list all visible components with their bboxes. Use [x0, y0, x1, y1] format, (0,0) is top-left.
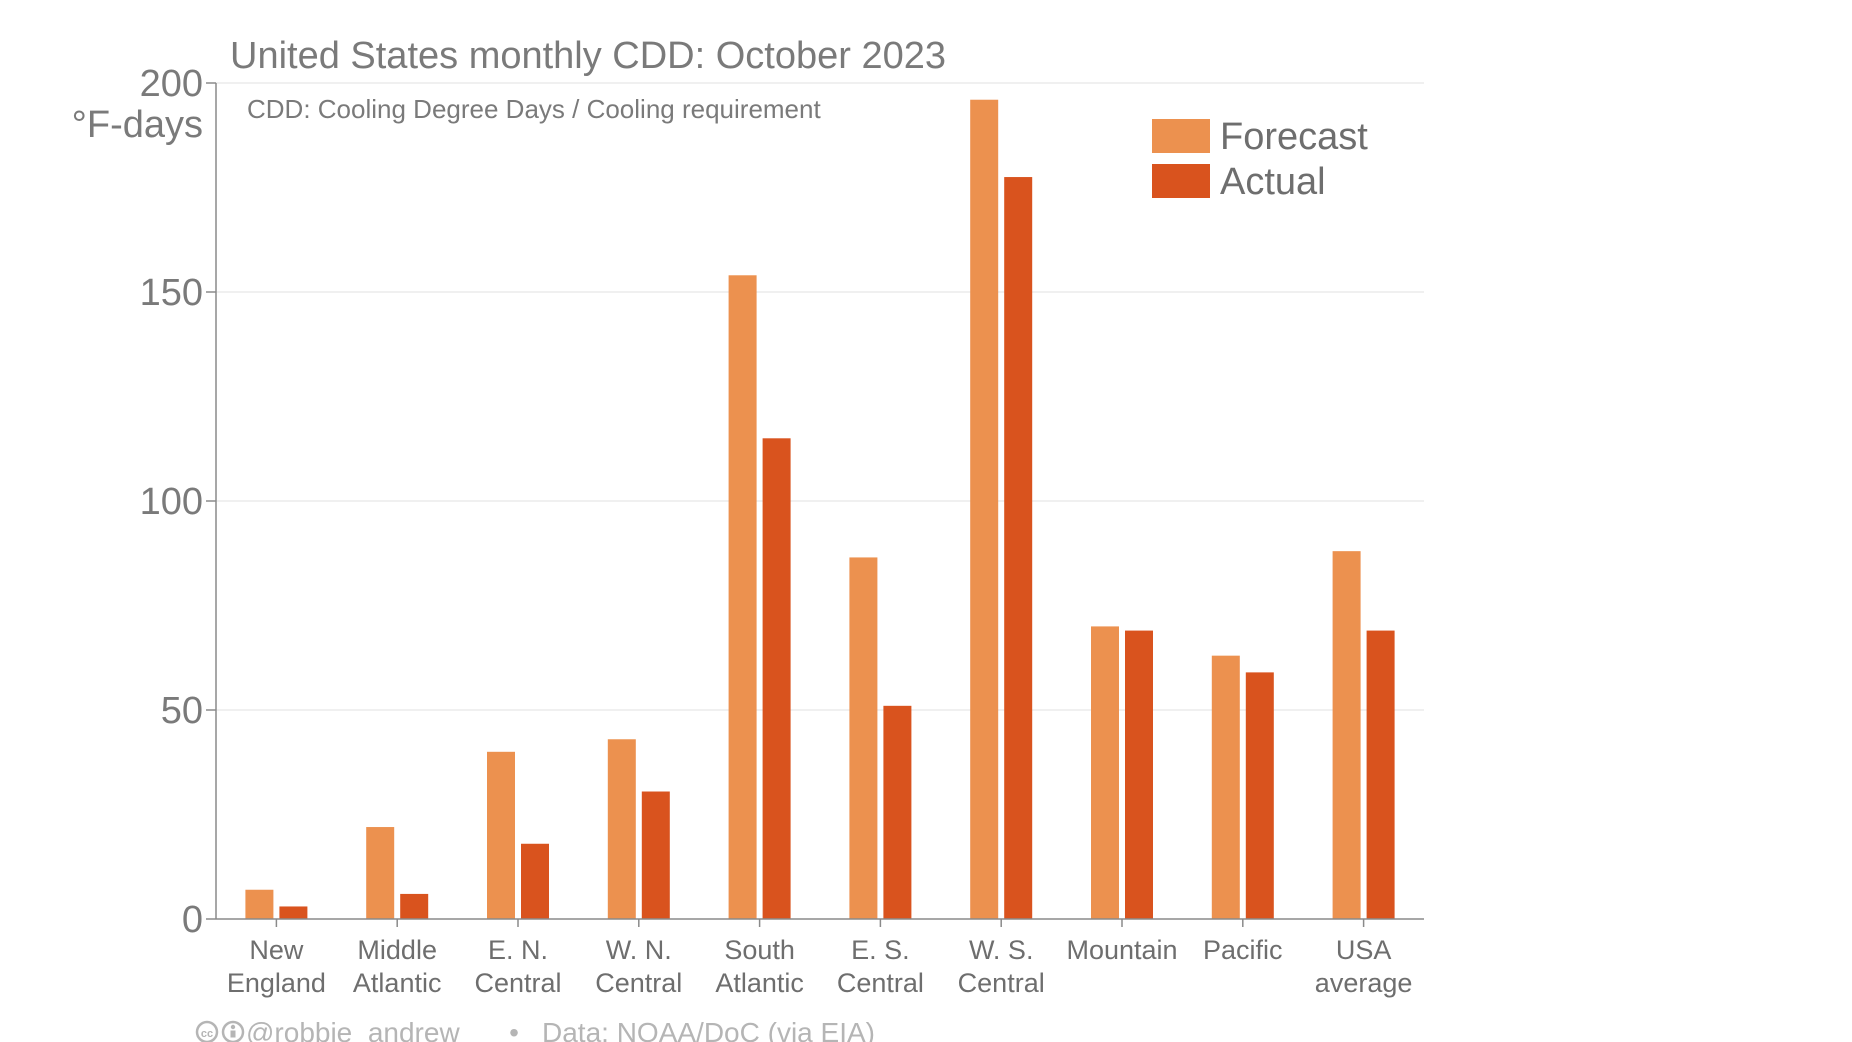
x-tick-label: England: [227, 968, 326, 998]
bar-forecast: [607, 739, 636, 919]
footer-credit: @robbie_andrew: [246, 1017, 460, 1042]
footer: cc @robbie_andrew • Data: NOAA/DoC (via …: [195, 1017, 875, 1042]
y-tick-label: 50: [161, 690, 203, 732]
bar-actual: [1125, 630, 1153, 919]
bar-forecast: [849, 557, 878, 919]
legend-swatch-actual: [1152, 164, 1210, 198]
x-tick-label: South: [724, 935, 795, 965]
bar-actual: [883, 705, 912, 919]
x-tick-label: W. S.: [969, 935, 1034, 965]
y-tick-label: 200: [140, 63, 203, 105]
bar-actual: [641, 791, 670, 919]
x-tick-label: Central: [595, 968, 682, 998]
bar-forecast: [1091, 626, 1119, 919]
x-tick-label: Atlantic: [715, 968, 804, 998]
cc-license-icon: cc: [195, 1020, 219, 1042]
x-tick-label: Central: [474, 968, 561, 998]
bar-actual: [762, 438, 791, 919]
bar-forecast: [1332, 551, 1361, 919]
bars: [245, 99, 1395, 920]
x-tick-label: USA: [1336, 935, 1392, 965]
x-tick-label: Pacific: [1203, 935, 1283, 965]
x-tick-label: Middle: [357, 935, 437, 965]
x-tick-label: Atlantic: [353, 968, 442, 998]
y-axis-unit: °F-days: [72, 104, 203, 146]
x-tick-label: New: [249, 935, 304, 965]
bar-actual: [1004, 177, 1033, 920]
bar-forecast: [245, 889, 274, 919]
x-tick-label: E. N.: [488, 935, 548, 965]
svg-text:cc: cc: [201, 1028, 213, 1040]
y-tick-label: 0: [182, 899, 203, 941]
footer-source: Data: NOAA/DoC (via EIA): [542, 1017, 875, 1042]
bar-forecast: [970, 99, 999, 920]
legend-swatch-forecast: [1152, 119, 1210, 153]
bar-actual: [1245, 672, 1274, 919]
bar-actual: [1366, 630, 1395, 919]
x-tick-label: E. S.: [851, 935, 910, 965]
x-tick-label: average: [1315, 968, 1413, 998]
bar-forecast: [728, 275, 757, 919]
bar-forecast: [1211, 655, 1240, 919]
legend-label-forecast: Forecast: [1220, 116, 1368, 158]
x-tick-label: Central: [837, 968, 924, 998]
bar-actual: [279, 906, 308, 919]
y-tick-label: 150: [140, 272, 203, 314]
bar-actual: [521, 843, 549, 919]
y-tick-labels: 0 50 100 150 200: [140, 63, 216, 941]
x-tick-label: Mountain: [1066, 935, 1177, 965]
legend-label-actual: Actual: [1220, 161, 1326, 203]
chart-title: United States monthly CDD: October 2023: [230, 35, 946, 77]
chart-subtitle: CDD: Cooling Degree Days / Cooling requi…: [247, 94, 821, 124]
x-tick-label: W. N.: [606, 935, 672, 965]
x-tick-label: Central: [958, 968, 1045, 998]
bar-forecast: [366, 827, 395, 919]
y-tick-label: 100: [140, 481, 203, 523]
attribution-icon: [221, 1020, 245, 1042]
bar-actual: [400, 893, 429, 919]
bar-forecast: [487, 751, 515, 919]
footer-separator: •: [509, 1017, 519, 1042]
